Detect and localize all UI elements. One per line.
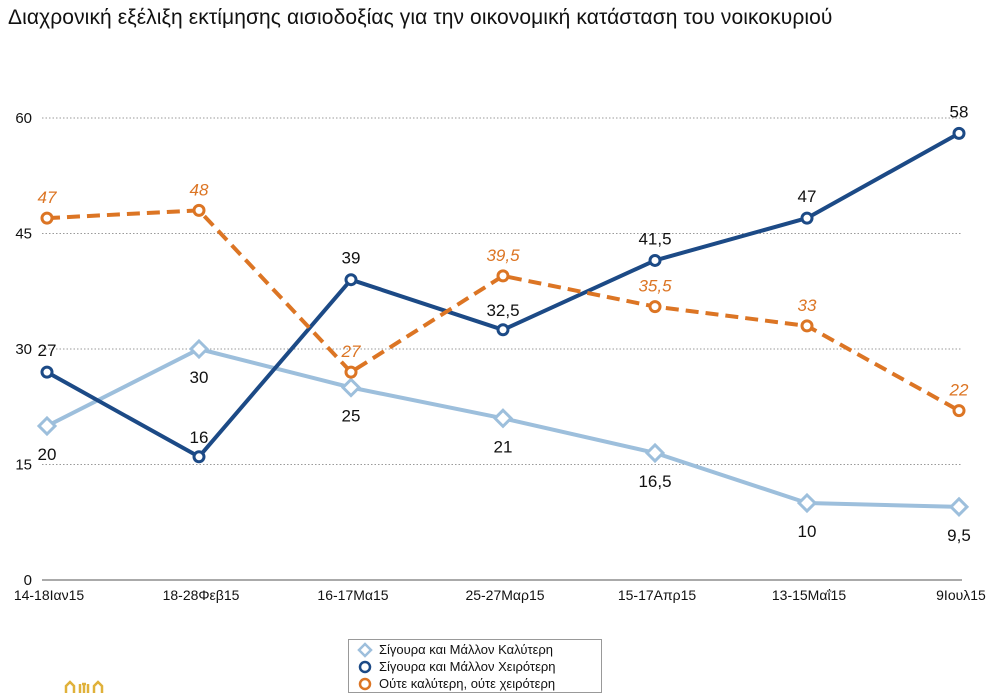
- y-tick-label: 30: [15, 341, 32, 358]
- data-point-marker: [648, 253, 662, 267]
- data-point-marker: [644, 442, 666, 464]
- y-tick-label: 0: [24, 572, 32, 589]
- data-label: 47: [798, 187, 817, 206]
- y-tick-label: 60: [15, 110, 32, 127]
- data-label: 39: [342, 249, 361, 268]
- data-label: 10: [798, 522, 817, 541]
- legend-label-worse: Σίγουρα και Μάλλον Χειρότερη: [379, 659, 556, 674]
- data-label: 20: [38, 445, 57, 464]
- data-point-marker: [344, 273, 358, 287]
- data-point-marker: [496, 269, 510, 283]
- y-tick-label: 45: [15, 226, 32, 243]
- data-label: 39,5: [486, 246, 520, 265]
- logo-fragment: [64, 680, 104, 693]
- data-label: 30: [190, 368, 209, 387]
- x-tick-label: 25-27Μαρ15: [465, 587, 544, 603]
- data-label: 48: [190, 180, 209, 199]
- y-tick-label: 15: [15, 457, 32, 474]
- x-tick-label: 15-17Απρ15: [618, 587, 697, 603]
- series: [36, 126, 970, 517]
- data-label: 47: [38, 188, 57, 207]
- data-label: 35,5: [638, 277, 672, 296]
- data-point-marker: [796, 492, 818, 514]
- x-tick-label: 13-15Μαΐ15: [772, 587, 846, 603]
- data-point-marker: [492, 408, 514, 429]
- data-point-marker: [496, 323, 510, 337]
- data-point-marker: [800, 211, 814, 225]
- data-point-marker: [344, 365, 358, 379]
- data-point-marker: [952, 404, 966, 418]
- data-label: 27: [38, 341, 57, 360]
- legend-item-worse: Σίγουρα και Μάλλον Χειρότερη: [357, 658, 555, 675]
- axes: 0 15 30 45 60 14-18Ιαν15 18-28Φεβ15 16-17Μα15 25…: [14, 110, 986, 603]
- chart-title: Διαχρονική εξέλιξη εκτίμησης αισιοδοξίας…: [8, 6, 833, 29]
- grid-lines: [42, 117, 962, 465]
- x-tick-label: 9Ιουλ15: [936, 587, 986, 603]
- data-point-marker: [188, 338, 210, 360]
- data-label: 32,5: [486, 301, 519, 320]
- data-label: 16: [190, 428, 209, 447]
- data-point-marker: [340, 377, 362, 398]
- data-label: 27: [341, 342, 361, 361]
- data-label: 58: [950, 102, 969, 121]
- data-label: 9,5: [947, 526, 971, 545]
- data-label: 25: [342, 407, 361, 426]
- legend-label-neither: Ούτε καλύτερη, ούτε χειρότερη: [379, 676, 556, 691]
- data-label: 33: [798, 296, 817, 315]
- data-label: 21: [494, 437, 513, 456]
- data-point-marker: [192, 203, 206, 217]
- legend: Σίγουρα και Μάλλον Καλύτερη Σίγουρα και …: [348, 639, 602, 693]
- diamond-marker-icon: [357, 641, 373, 658]
- legend-item-neither: Ούτε καλύτερη, ούτε χειρότερη: [357, 675, 555, 692]
- data-point-marker: [40, 211, 54, 225]
- circle-marker-icon: [358, 677, 372, 690]
- data-label: 41,5: [638, 229, 671, 248]
- data-point-marker: [952, 126, 966, 140]
- data-point-marker: [800, 319, 814, 333]
- data-label: 22: [949, 381, 969, 400]
- data-labels: 20 30 25 21 16,5 10 9,5 27 16 39 32,5 41,5 47 58 47 48 2…: [38, 102, 971, 544]
- data-point-marker: [948, 496, 970, 517]
- x-tick-label: 14-18Ιαν15: [14, 587, 85, 603]
- circle-marker-icon: [358, 660, 372, 673]
- data-label: 16,5: [638, 472, 671, 491]
- legend-item-better: Σίγουρα και Μάλλον Καλύτερη: [357, 641, 553, 658]
- data-point-marker: [40, 365, 54, 379]
- data-point-marker: [36, 415, 58, 437]
- data-point-marker: [192, 450, 206, 464]
- x-tick-label: 16-17Μα15: [317, 587, 388, 603]
- x-tick-label: 18-28Φεβ15: [163, 587, 240, 603]
- legend-label-better: Σίγουρα και Μάλλον Καλύτερη: [379, 642, 554, 657]
- data-point-marker: [648, 300, 662, 314]
